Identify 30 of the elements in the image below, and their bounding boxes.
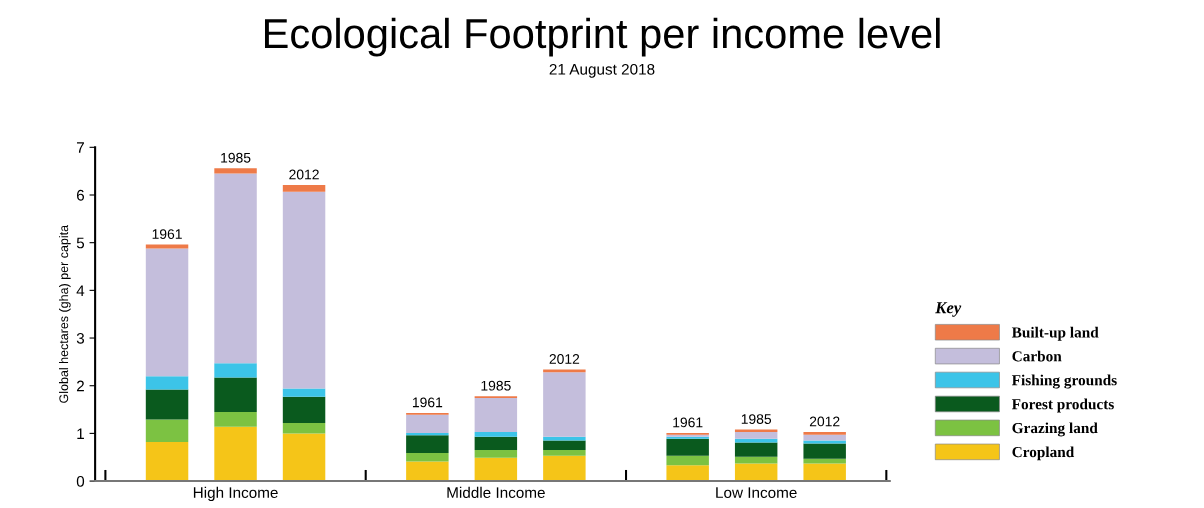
y-tick-label: 5 — [76, 237, 85, 249]
y-tick-label: 0 — [76, 475, 85, 487]
legend-label: Fishing grounds — [1011, 374, 1117, 389]
y-tick-label: 7 — [76, 142, 84, 153]
text: Low Income — [716, 487, 797, 499]
y-tick-label: 3 — [76, 332, 85, 344]
legend-label: Forest products — [1011, 398, 1114, 413]
chart-title: Ecological Footprint per income level — [264, 17, 940, 57]
y-axis-title: Global hectares (gha) per capita — [59, 224, 71, 403]
text: Middle Income — [447, 486, 545, 499]
x-tick-label: 2012 — [549, 354, 580, 364]
legend-label: Cropland — [1012, 446, 1075, 461]
y-tick-label: 2 — [76, 380, 84, 392]
y-tick-label: 4 — [76, 285, 85, 296]
x-tick-label: 1985 — [221, 152, 251, 163]
legend-title: Key — [935, 302, 962, 317]
text: High Income — [193, 486, 278, 502]
y-tick-label: 1 — [77, 428, 84, 439]
x-tick-label: 1961 — [412, 397, 443, 408]
x-tick-label: 1985 — [481, 380, 511, 391]
legend-label: Grazing land — [1012, 422, 1098, 437]
legend-label: Built-up land — [1011, 326, 1099, 341]
y-tick-label: 6 — [76, 189, 85, 201]
x-tick-label: 2012 — [289, 169, 319, 180]
x-tick-label: 1961 — [673, 417, 703, 428]
x-tick-label: 1985 — [741, 414, 772, 424]
legend-label: Carbon — [1012, 350, 1062, 362]
chart-subtitle: 21 August 2018 — [549, 63, 655, 78]
x-tick-label: 1961 — [152, 229, 182, 239]
x-tick-label: 2012 — [809, 416, 840, 427]
